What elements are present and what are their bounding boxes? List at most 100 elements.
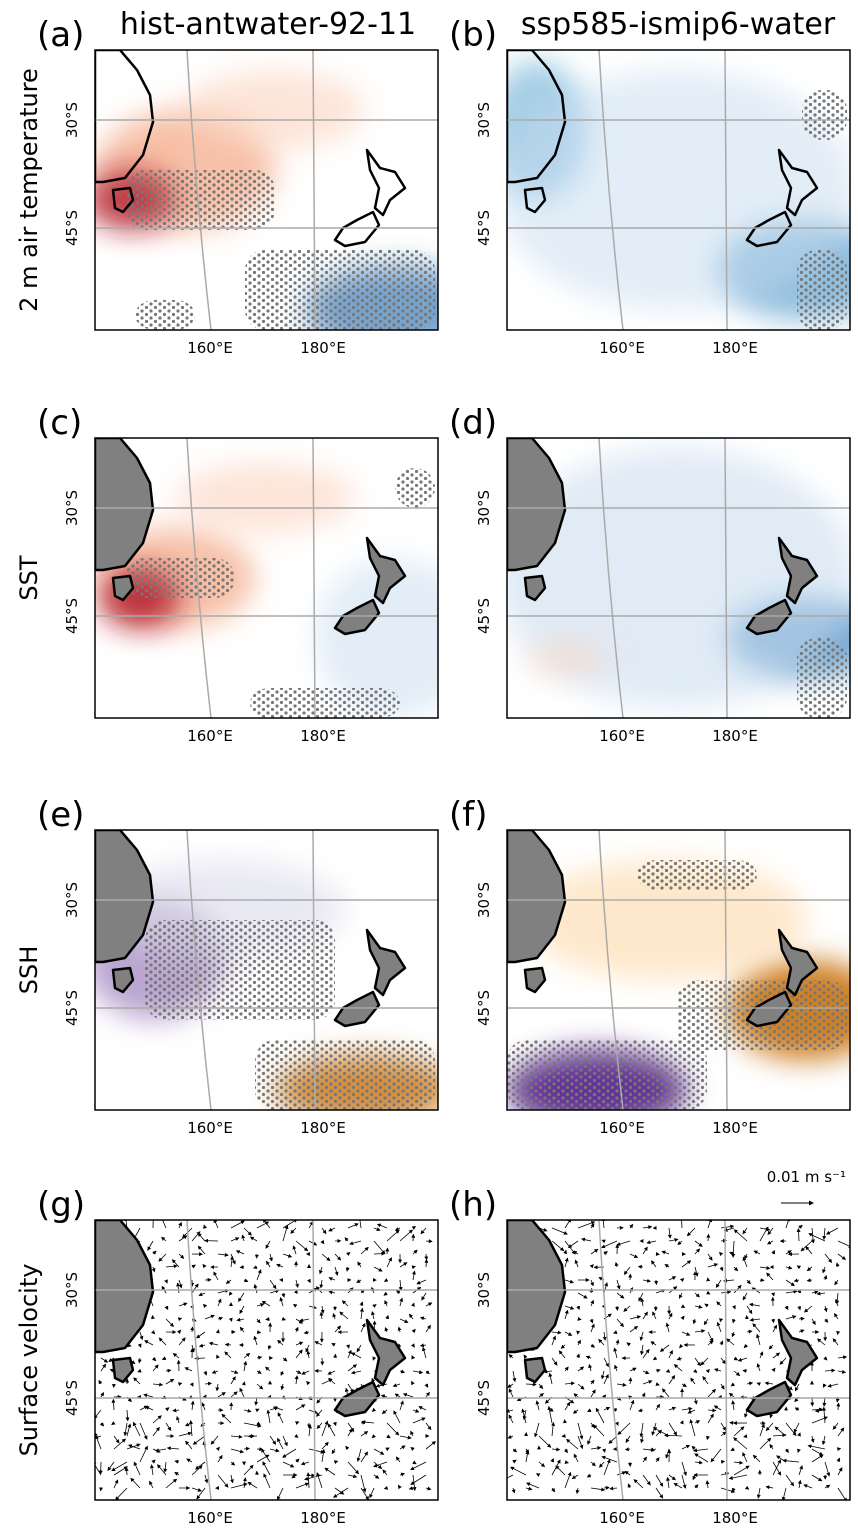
velocity-arrow: [217, 1474, 229, 1488]
velocity-arrow: [616, 1279, 621, 1290]
velocity-arrow: [356, 1279, 362, 1283]
velocity-arrow: [589, 1264, 594, 1269]
velocity-arrow: [707, 1413, 714, 1424]
velocity-arrow: [744, 1485, 750, 1490]
velocity-arrow: [419, 1343, 427, 1348]
velocity-arrow: [255, 1408, 260, 1413]
grid-line: [186, 438, 212, 718]
velocity-arrow: [759, 1423, 765, 1437]
velocity-arrow: [303, 1330, 310, 1335]
lat-tick-label: 30°S: [63, 490, 81, 526]
map-frame: [506, 437, 851, 719]
velocity-arrow: [239, 1326, 245, 1333]
velocity-arrow: [823, 1305, 828, 1313]
velocity-arrow: [785, 1289, 798, 1294]
velocity-arrow: [267, 1344, 272, 1350]
velocity-arrow: [248, 1434, 258, 1439]
velocity-arrow: [373, 1266, 383, 1272]
velocity-arrow: [307, 1424, 312, 1437]
field-anomaly: [185, 70, 365, 150]
velocity-arrow: [629, 1315, 642, 1320]
velocity-arrow: [766, 1240, 774, 1245]
velocity-arrow: [421, 1292, 427, 1301]
velocity-arrow: [834, 1298, 839, 1307]
velocity-arrow: [256, 1370, 262, 1374]
velocity-arrow: [332, 1313, 337, 1320]
velocity-arrow: [152, 1250, 157, 1255]
velocity-arrow: [95, 1461, 102, 1476]
velocity-arrow: [733, 1370, 741, 1377]
velocity-arrow: [321, 1253, 331, 1262]
velocity-arrow: [538, 1461, 546, 1468]
velocity-arrow: [832, 1422, 839, 1430]
velocity-arrow: [280, 1370, 285, 1376]
velocity-arrow: [733, 1437, 748, 1450]
velocity-arrow: [633, 1479, 644, 1489]
velocity-arrow: [692, 1318, 697, 1325]
velocity-arrow: [256, 1454, 270, 1463]
velocity-arrow: [834, 1312, 839, 1320]
velocity-arrow: [189, 1382, 194, 1387]
velocity-arrow: [124, 1466, 129, 1476]
velocity-arrow: [835, 1262, 840, 1268]
velocity-arrow: [256, 1355, 263, 1360]
field-anomaly: [507, 70, 850, 310]
velocity-arrow: [623, 1266, 631, 1275]
velocity-arrow: [746, 1305, 753, 1315]
velocity-arrow: [424, 1383, 429, 1388]
velocity-arrow: [176, 1282, 181, 1294]
stippling: [125, 558, 235, 598]
lat-tick-label: 30°S: [63, 882, 81, 918]
velocity-arrow: [614, 1261, 619, 1268]
velocity-arrow: [292, 1245, 297, 1255]
velocity-arrow: [161, 1236, 167, 1242]
velocity-arrow: [690, 1377, 696, 1385]
velocity-arrow: [551, 1447, 561, 1452]
velocity-arrow: [188, 1419, 193, 1437]
velocity-arrow: [373, 1240, 386, 1255]
velocity-arrow: [277, 1339, 284, 1346]
velocity-arrow: [230, 1370, 239, 1375]
lat-tick-label: 45°S: [63, 210, 81, 246]
velocity-arrow: [123, 1422, 128, 1437]
velocity-arrow: [359, 1307, 364, 1320]
velocity-arrow: [704, 1303, 709, 1308]
velocity-arrow: [154, 1448, 167, 1453]
velocity-arrow: [372, 1304, 377, 1309]
velocity-arrow: [345, 1445, 350, 1451]
velocity-arrow: [642, 1456, 648, 1463]
velocity-arrow: [694, 1329, 706, 1334]
velocity-arrow: [321, 1448, 326, 1463]
velocity-arrow: [733, 1465, 750, 1476]
velocity-arrow: [230, 1448, 245, 1454]
velocity-arrow: [551, 1487, 556, 1493]
velocity-arrow: [241, 1234, 246, 1242]
map-frame: [94, 437, 439, 719]
velocity-arrow: [228, 1317, 233, 1322]
velocity-arrow: [334, 1253, 342, 1261]
velocity-arrow: [574, 1259, 579, 1268]
velocity-arrow: [629, 1399, 635, 1411]
velocity-arrow: [277, 1437, 284, 1450]
velocity-arrow: [603, 1406, 611, 1411]
velocity-arrow: [149, 1480, 154, 1489]
velocity-arrow: [314, 1341, 323, 1346]
velocity-arrow: [508, 1388, 514, 1398]
velocity-arrow: [425, 1370, 430, 1375]
velocity-arrow: [627, 1483, 632, 1489]
velocity-arrow: [798, 1224, 803, 1229]
velocity-arrow: [191, 1465, 203, 1476]
velocity-arrow: [624, 1470, 631, 1476]
velocity-arrow: [386, 1229, 400, 1242]
velocity-arrow: [564, 1305, 575, 1310]
velocity-arrow: [694, 1292, 700, 1298]
lon-tick-label: 180°E: [712, 1509, 758, 1527]
velocity-arrow: [824, 1461, 831, 1477]
coastline: [365, 1318, 407, 1387]
velocity-arrow: [564, 1460, 569, 1464]
velocity-arrow: [360, 1474, 367, 1493]
velocity-arrow: [587, 1435, 592, 1445]
velocity-arrow: [549, 1407, 554, 1412]
velocity-arrow: [399, 1445, 406, 1450]
velocity-arrow: [165, 1264, 178, 1269]
